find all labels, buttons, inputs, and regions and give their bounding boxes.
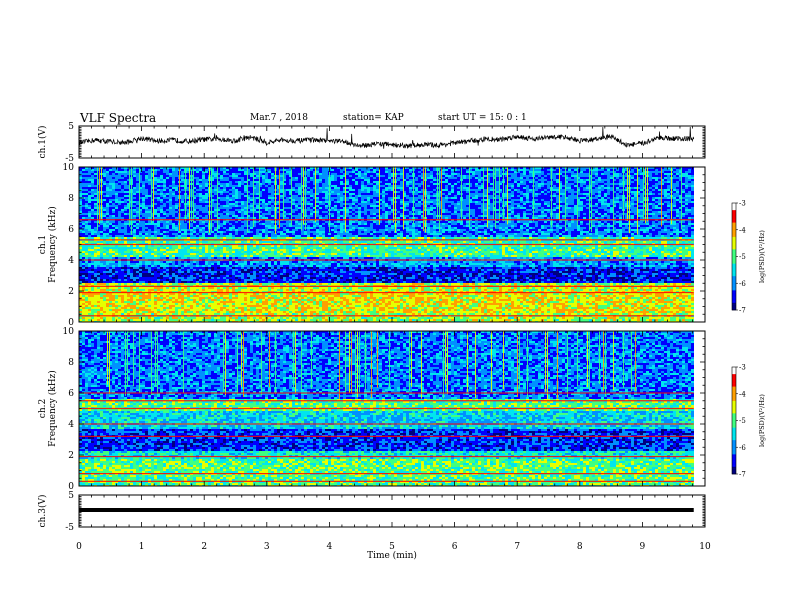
x-tick-label: 7 <box>514 542 520 552</box>
x-tick-label: 0 <box>76 542 82 552</box>
y-axis-channel-label: ch.3(V) <box>37 495 48 528</box>
ch1-timeseries-panel: 5-5ch.1(V) <box>37 122 705 164</box>
y-tick-label: 5 <box>68 122 74 132</box>
colorbar-tick-label: -5 <box>739 253 746 261</box>
y-axis-label: Frequency (kHz) <box>47 206 58 283</box>
y-tick-label: 6 <box>68 389 74 399</box>
y-tick-label: 5 <box>68 491 74 501</box>
x-axis-label: Time (min) <box>367 550 417 561</box>
colorbar-tick-label: -3 <box>739 364 746 372</box>
x-tick-label: 9 <box>640 542 646 552</box>
ch1-colorbar: -3 -4 -5 -6 -7 log(PSD)(V²/Hz) <box>732 200 766 315</box>
y-tick-label: -5 <box>65 523 74 533</box>
colorbar-label: log(PSD)(V²/Hz) <box>758 230 766 283</box>
colorbar-tick-label: -5 <box>739 417 746 425</box>
y-tick-label: 4 <box>68 256 74 266</box>
x-tick-label: 4 <box>327 542 333 552</box>
x-tick-label: 8 <box>577 542 583 552</box>
y-axis-label: Frequency (kHz) <box>47 370 58 447</box>
ch2-colorbar: -3 -4 -5 -6 -7 log(PSD)(V²/Hz) <box>732 364 766 479</box>
colorbar-tick-label: -6 <box>739 280 746 288</box>
x-tick-label: 3 <box>264 542 270 552</box>
y-axis-channel-label: ch.2 <box>38 399 48 418</box>
y-tick-label: 4 <box>68 420 74 430</box>
colorbar-label: log(PSD)(V²/Hz) <box>758 394 766 447</box>
ch1-spectrogram-pixels <box>79 167 694 323</box>
y-tick-label: 10 <box>63 163 75 173</box>
y-axis-channel-label: ch.1 <box>38 235 48 254</box>
vlf-spectra-figure: 5-5ch.1(V) 0246810ch.1 Frequency (kHz) 02… <box>0 0 792 612</box>
y-tick-label: 2 <box>68 451 74 461</box>
x-tick-label: 2 <box>201 542 207 552</box>
y-axis-channel-label: ch.1(V) <box>37 126 48 159</box>
x-tick-label: 1 <box>139 542 145 552</box>
ch2-spectrogram-pixels <box>79 331 694 487</box>
colorbar-tick-label: -4 <box>739 390 746 398</box>
colorbar-tick-label: -4 <box>739 226 746 234</box>
x-tick-label: 6 <box>452 542 458 552</box>
colorbar-tick-label: -7 <box>739 307 746 315</box>
colorbar-tick-label: -7 <box>739 471 746 479</box>
y-tick-label: 8 <box>68 194 74 204</box>
colorbar-tick-label: -6 <box>739 444 746 452</box>
y-tick-label: 2 <box>68 287 74 297</box>
y-tick-label: 8 <box>68 358 74 368</box>
x-tick-label: 10 <box>699 542 711 552</box>
colorbar-tick-label: -3 <box>739 200 746 208</box>
ch1-voltage-trace <box>79 127 694 149</box>
y-tick-label: 10 <box>63 327 75 337</box>
y-tick-label: 6 <box>68 225 74 235</box>
